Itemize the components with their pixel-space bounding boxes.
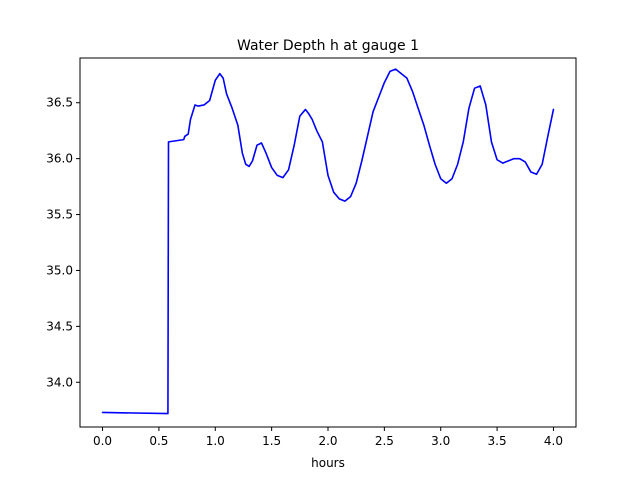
series-line-0 [101,68,555,415]
x-tick-label: 1.0 [206,434,225,448]
y-tick-label: 35.5 [46,208,73,222]
x-tick-label: 2.5 [375,434,394,448]
y-tick-label: 34.5 [46,319,73,333]
y-tick-label: 34.0 [46,375,73,389]
x-tick-label: 2.0 [318,434,337,448]
x-tick-label: 4.0 [544,434,563,448]
y-tick-label: 35.0 [46,263,73,277]
data-layer [101,68,555,415]
axis-layer: 0.0 0.5 1.0 1.5 2.0 2.5 3.0 3.5 4.0 34.0 34.5 35.0 3… [46,57,577,448]
x-tick-label: 0.0 [93,434,112,448]
x-tick-label: 3.0 [431,434,450,448]
x-tick-label: 3.5 [488,434,507,448]
x-axis-label: hours [311,456,345,470]
y-tick-label: 36.0 [46,152,73,166]
x-tick-label: 0.5 [149,434,168,448]
chart-title: Water Depth h at gauge 1 [237,38,419,54]
y-tick-label: 36.5 [46,96,73,110]
x-tick-label: 1.5 [262,434,281,448]
